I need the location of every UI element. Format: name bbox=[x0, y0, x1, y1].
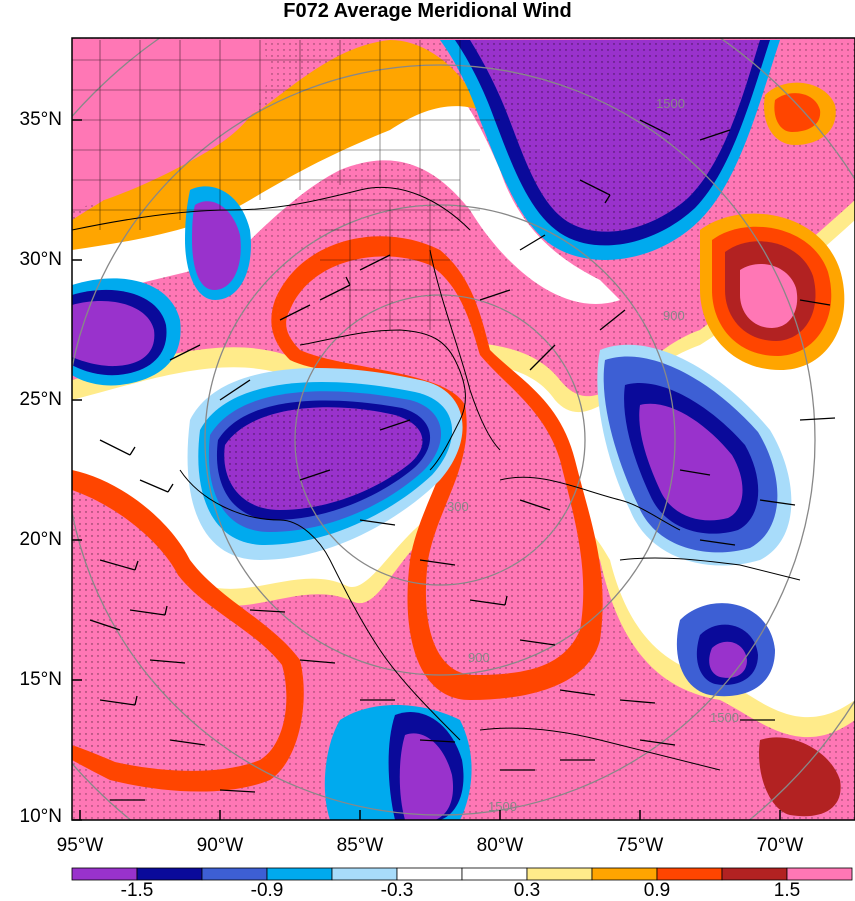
lat-label: 35°N bbox=[19, 109, 62, 130]
map-frame bbox=[71, 37, 855, 821]
ring-label-1500-se: 1500 bbox=[710, 710, 739, 725]
colorbar-swatch bbox=[71, 867, 138, 881]
colorbar-swatch bbox=[461, 867, 528, 881]
colorbar-label: -1.5 bbox=[120, 880, 154, 901]
colorbar-swatch bbox=[656, 867, 723, 881]
wind-barbs bbox=[89, 119, 836, 801]
ring-label-300: 300 bbox=[447, 499, 469, 514]
colorbar-label: 1.5 bbox=[773, 880, 801, 901]
colorbar-swatch bbox=[201, 867, 268, 881]
ring-label-1500: 1500 bbox=[656, 96, 685, 111]
colorbar-swatch bbox=[331, 867, 398, 881]
lat-label: 20°N bbox=[19, 529, 62, 550]
colorbar-swatch bbox=[786, 867, 853, 881]
colorbar-label: 0.9 bbox=[643, 880, 671, 901]
county-lines bbox=[72, 40, 500, 330]
colorbar-swatch bbox=[266, 867, 333, 881]
lon-label: 75°W bbox=[616, 835, 664, 856]
lon-label: 90°W bbox=[196, 835, 244, 856]
colorbar-swatch bbox=[591, 867, 658, 881]
lon-label: 85°W bbox=[336, 835, 384, 856]
coastlines bbox=[72, 186, 801, 771]
colorbar-label: -0.9 bbox=[250, 880, 284, 901]
lon-label: 70°W bbox=[756, 835, 804, 856]
lon-label: 95°W bbox=[56, 835, 104, 856]
colorbar-swatch bbox=[136, 867, 203, 881]
colorbar-swatch bbox=[396, 867, 463, 881]
lat-label: 25°N bbox=[19, 389, 62, 410]
colorbar bbox=[71, 867, 853, 881]
colorbar-swatch bbox=[526, 867, 593, 881]
colorbar-swatch bbox=[721, 867, 788, 881]
colorbar-label: -0.3 bbox=[380, 880, 414, 901]
axis-ticks bbox=[72, 119, 781, 821]
lat-label: 30°N bbox=[19, 249, 62, 270]
ring-label-1500-south: 1500 bbox=[488, 799, 517, 814]
lat-label: 15°N bbox=[19, 669, 62, 690]
lon-label: 80°W bbox=[476, 835, 524, 856]
ring-label-900: 900 bbox=[663, 308, 685, 323]
map-title: F072 Average Meridional Wind bbox=[283, 0, 572, 22]
ring-label-900-south: 900 bbox=[468, 650, 490, 665]
lat-label: 10°N bbox=[19, 806, 62, 827]
colorbar-label: 0.3 bbox=[513, 880, 541, 901]
